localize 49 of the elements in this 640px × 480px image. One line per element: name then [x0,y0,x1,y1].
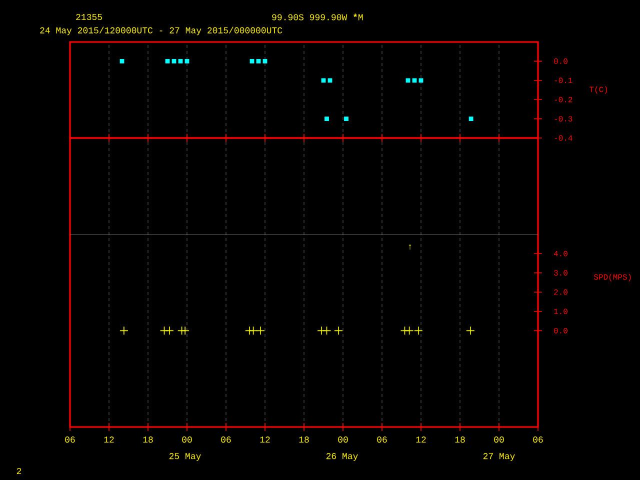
point [262,58,268,64]
x-tick-label: 06 [221,436,231,443]
x-tick-label: 18 [455,436,465,443]
point [172,58,176,64]
point [328,78,332,83]
y-tick-label: 0.0 [554,58,568,64]
y-axis-title: T(C) [590,86,608,94]
y-tick-label: 1.0 [554,308,568,314]
point [178,58,183,64]
chart-subtitle: 24 May 2015/120000UTC - 27 May 2015/000000UTC [40,26,282,36]
y-tick-label: 4.0 [554,250,568,256]
x-tick-label: 12 [104,436,114,443]
text: 26 May [326,453,358,461]
point [412,78,417,83]
text: 25 May [169,453,201,461]
point [165,58,170,64]
x-tick-label: 00 [338,436,348,443]
x-tick-label: 06 [377,436,387,443]
y-tick-label: -0.2 [554,96,572,102]
text: 2 [16,468,22,474]
y-tick-label: 0.0 [554,328,568,334]
y-tick-label: -0.3 [554,116,572,122]
x-tick-label: 18 [143,436,153,443]
annotation: ↑ [408,244,412,250]
x-tick-label: 06 [65,436,75,443]
y-axis-title: SPD(MPS) [594,274,631,282]
point [406,78,410,83]
point [468,116,474,121]
point [256,58,261,64]
point [344,116,348,121]
y-tick-label: 2.0 [554,289,568,295]
x-tick-label: 00 [494,436,504,443]
point [418,78,424,83]
point [250,58,254,64]
y-tick-label: -0.4 [554,135,572,141]
point [184,58,190,64]
x-tick-label: 00 [182,436,192,443]
x-tick-label: 12 [260,436,270,443]
point [324,116,329,121]
point [120,58,124,64]
text: 99.90S 999.90W *M [272,14,363,20]
text: 27 May [483,453,515,461]
y-tick-label: 3.0 [554,270,568,276]
point [321,78,326,83]
x-tick-label: 12 [416,436,426,443]
chart-title: 21355 [76,14,102,20]
y-tick-label: -0.1 [554,78,572,84]
x-tick-label: 06 [533,436,543,443]
x-tick-label: 18 [299,436,309,443]
